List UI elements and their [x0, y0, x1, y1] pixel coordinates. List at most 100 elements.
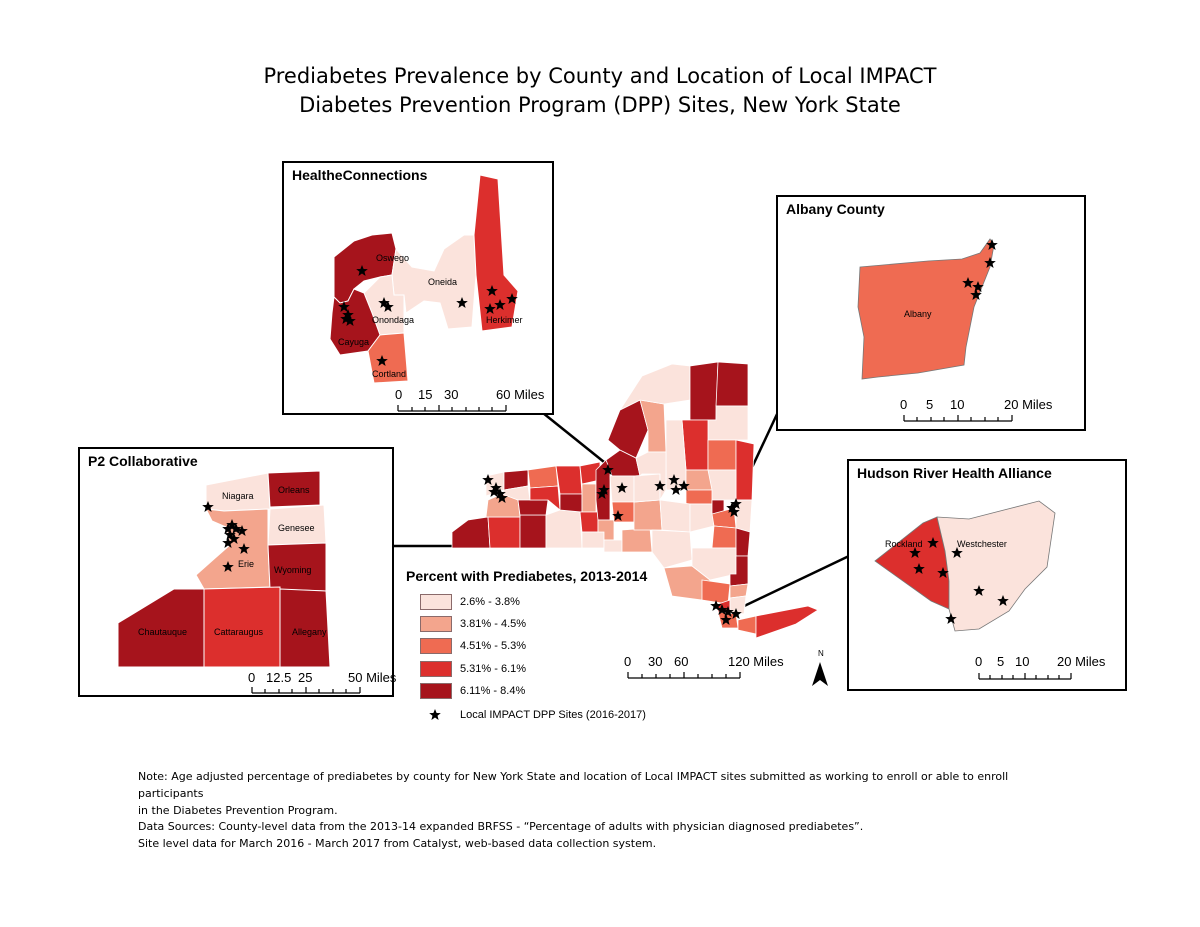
- county-otsego: [659, 499, 691, 533]
- legend-swatch-2: [420, 616, 452, 632]
- county-greene: [711, 525, 737, 549]
- county-hamilton: [681, 419, 709, 471]
- svg-text:0: 0: [395, 387, 402, 402]
- legend-swatch-1: [420, 594, 452, 610]
- county-delaware: [651, 529, 693, 569]
- inset-albany-county: Albany County Albany 0 5 10 20 Miles: [776, 195, 1086, 431]
- county-montgomery: [685, 489, 713, 505]
- label-genesee: Genesee: [278, 523, 315, 533]
- svg-text:5: 5: [926, 397, 933, 412]
- county-fulton: [685, 469, 713, 491]
- hudson-scale-bar: 0 5 10 20 Miles: [975, 654, 1106, 680]
- svg-text:5: 5: [997, 654, 1004, 669]
- county-suffolk: [755, 605, 819, 639]
- label-rockland: Rockland: [885, 539, 923, 549]
- label-niagara: Niagara: [222, 491, 254, 501]
- legend-class-3: 4.51% - 5.3%: [420, 638, 526, 654]
- legend-sites: Local IMPACT DPP Sites (2016-2017): [428, 707, 646, 723]
- county-ulster: [691, 547, 737, 581]
- svg-text:15: 15: [418, 387, 432, 402]
- star-icon: [429, 709, 441, 720]
- north-arrow-icon: N: [812, 649, 828, 686]
- inset-p2-collaborative: P2 Collaborative Niagara Orleans Genesee…: [78, 447, 397, 697]
- healthe-map: Oswego Oneida Onondaga Herkimer Cayuga C…: [329, 174, 545, 412]
- county-chautauqua: [451, 516, 491, 549]
- albany-scale-bar: 0 5 10 20 Miles: [900, 397, 1053, 422]
- svg-text:60 Miles: 60 Miles: [496, 387, 545, 402]
- svg-text:30: 30: [444, 387, 458, 402]
- label-erie: Erie: [238, 559, 254, 569]
- county-yates: [559, 493, 583, 513]
- county-clinton: [715, 361, 749, 407]
- label-allegany: Allegany: [292, 627, 327, 637]
- label-cortland: Cortland: [372, 369, 406, 379]
- svg-text:0: 0: [248, 670, 255, 685]
- svg-text:20 Miles: 20 Miles: [1057, 654, 1106, 669]
- county-westchester: [729, 595, 747, 615]
- svg-text:30: 30: [648, 654, 662, 669]
- legend-title: Percent with Prediabetes, 2013-2014: [406, 568, 648, 584]
- label-oneida: Oneida: [428, 277, 457, 287]
- note-paragraph: Note: Age adjusted percentage of prediab…: [138, 770, 1009, 817]
- county-schuyler: [579, 511, 599, 533]
- legend-swatch-5: [420, 683, 452, 699]
- albany-map: Albany 0 5 10 20 Miles: [857, 238, 1053, 422]
- county-washington: [735, 439, 755, 501]
- svg-text:N: N: [818, 649, 824, 658]
- map-title-line2: Diabetes Prevention Program (DPP) Sites,…: [299, 93, 901, 117]
- legend-class-1: 2.6% - 3.8%: [420, 594, 520, 610]
- county-franklin: [689, 361, 719, 421]
- svg-text:20 Miles: 20 Miles: [1004, 397, 1053, 412]
- county-steuben: [545, 509, 583, 549]
- county-cattaraugus: [487, 516, 521, 549]
- hudson-map: Rockland Westchester 0 5 10 20 Miles: [874, 500, 1106, 680]
- map-title-line1: Prediabetes Prevalence by County and Loc…: [263, 64, 937, 88]
- county-livingston: [529, 485, 561, 511]
- label-cayuga: Cayuga: [338, 337, 369, 347]
- healthe-scale-bar: 0 15 30 60 Miles: [395, 387, 545, 412]
- label-albany: Albany: [904, 309, 932, 319]
- label-wyoming: Wyoming: [274, 565, 311, 575]
- legend-swatch-3: [420, 638, 452, 654]
- label-westchester: Westchester: [957, 539, 1007, 549]
- inset-hudson-title: Hudson River Health Alliance: [857, 465, 1052, 481]
- county-warren: [707, 439, 737, 471]
- label-cattaraugus: Cattaraugus: [214, 627, 264, 637]
- legend-swatch-4: [420, 661, 452, 677]
- county-nassau: [737, 615, 757, 635]
- county-chenango: [633, 499, 663, 531]
- label-chautauque: Chautauque: [138, 627, 187, 637]
- main-scale-bar: 0 30 60 120 Miles: [624, 654, 784, 679]
- county-schoharie: [689, 503, 715, 533]
- svg-text:60: 60: [674, 654, 688, 669]
- county-tioga: [603, 539, 623, 553]
- p2-scale-bar: 0 12.5 25 50 Miles: [248, 670, 397, 694]
- inset-healtheconnections-title: HealtheConnections: [292, 167, 428, 183]
- legend-class-2: 3.81% - 4.5%: [420, 616, 526, 632]
- label-oswego: Oswego: [376, 253, 409, 263]
- data-sources-paragraph: Data Sources: County-level data from the…: [138, 820, 864, 850]
- svg-text:12.5: 12.5: [266, 670, 291, 685]
- label-herkimer: Herkimer: [486, 315, 523, 325]
- county-monroe: [527, 465, 559, 489]
- svg-text:120 Miles: 120 Miles: [728, 654, 784, 669]
- svg-text:0: 0: [624, 654, 631, 669]
- county-madison: [633, 473, 661, 503]
- p2-map: Niagara Orleans Genesee Erie Wyoming Cha…: [117, 470, 397, 694]
- label-onondaga: Onondaga: [372, 315, 414, 325]
- svg-text:10: 10: [950, 397, 964, 412]
- legend-class-5: 6.11% - 8.4%: [420, 683, 525, 699]
- county-oneida: [635, 451, 667, 502]
- inset-albany-title: Albany County: [786, 201, 885, 217]
- label-orleans: Orleans: [278, 485, 310, 495]
- svg-text:25: 25: [298, 670, 312, 685]
- map-legend: Percent with Prediabetes, 2013-2014 2.6%…: [398, 568, 678, 721]
- county-columbia: [735, 527, 751, 557]
- svg-text:0: 0: [975, 654, 982, 669]
- map-title: Prediabetes Prevalence by County and Loc…: [0, 62, 1200, 120]
- inset-p2-title: P2 Collaborative: [88, 453, 198, 469]
- svg-text:50 Miles: 50 Miles: [348, 670, 397, 685]
- county-broome: [621, 527, 653, 553]
- legend-class-4: 5.31% - 6.1%: [420, 661, 526, 677]
